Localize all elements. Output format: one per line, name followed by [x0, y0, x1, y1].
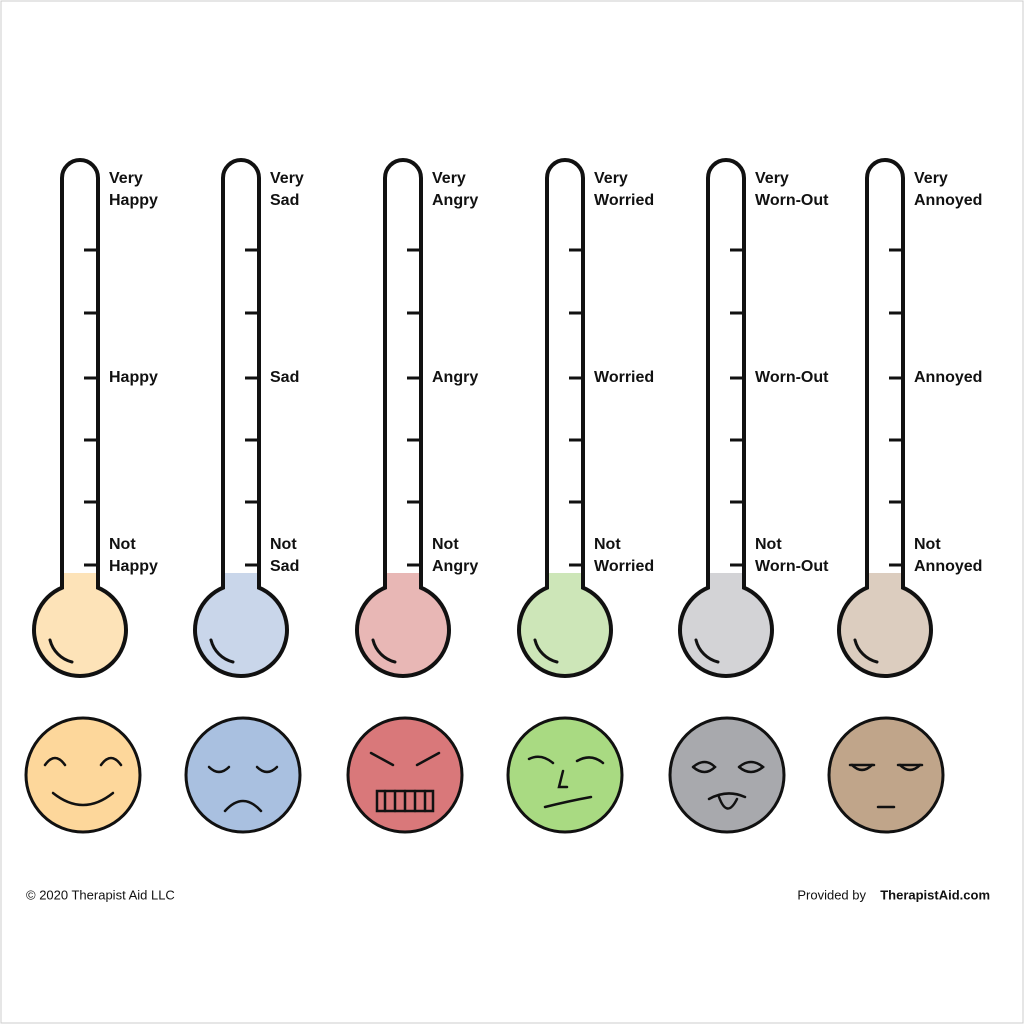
tube-fill: [225, 573, 257, 613]
tube-inside: [710, 170, 742, 610]
bulb-highlight: [853, 638, 879, 664]
face-feature: [207, 765, 231, 774]
tube-outline: [865, 158, 905, 589]
tube-outline: [545, 158, 585, 589]
label-top: Angry: [432, 192, 478, 209]
face-feature: [223, 799, 263, 813]
label-middle: Worn-Out: [755, 369, 829, 386]
face-feature: [415, 751, 441, 767]
label-bottom: Worried: [594, 558, 654, 575]
label-middle: Worried: [594, 369, 654, 386]
bulb-highlight: [371, 638, 397, 664]
label-top: Annoyed: [914, 192, 982, 209]
label-bottom: Angry: [432, 558, 478, 575]
label-bottom: Not: [270, 536, 297, 553]
bulb-highlight: [533, 638, 559, 664]
bulb-highlight: [48, 638, 74, 664]
tube-fill: [869, 573, 901, 613]
label-top: Very: [594, 170, 628, 187]
tube-inside: [225, 170, 257, 610]
provided-by: Provided by: [797, 887, 866, 902]
label-bottom: Not: [109, 536, 136, 553]
tube-outline: [60, 158, 100, 589]
face-feature: [369, 751, 395, 767]
label-bottom: Worn-Out: [755, 558, 829, 575]
label-top: Very: [270, 170, 304, 187]
face-feature: [51, 791, 115, 807]
tube-fill: [64, 573, 96, 613]
bulb-highlight: [209, 638, 235, 664]
face: [24, 716, 142, 834]
label-top: Worn-Out: [755, 192, 829, 209]
tube-fill: [387, 573, 419, 613]
face-feature: [99, 756, 123, 767]
label-bottom: Not: [755, 536, 782, 553]
label-top: Sad: [270, 192, 299, 209]
bulb-highlight: [694, 638, 720, 664]
face: [184, 716, 302, 834]
label-top: Happy: [109, 192, 158, 209]
face: [827, 716, 945, 834]
tube-inside: [387, 170, 419, 610]
face: [346, 716, 464, 834]
tube-inside: [64, 170, 96, 610]
label-bottom: Not: [914, 536, 941, 553]
label-top: Very: [109, 170, 143, 187]
face: [506, 716, 624, 834]
thermometers: Very Happy Happy Not Happy Very Sad Sad Not Sad Ve…: [24, 158, 982, 834]
face-feature: [43, 756, 67, 767]
label-bottom: Sad: [270, 558, 299, 575]
label-bottom: Not: [594, 536, 621, 553]
face-feature: [383, 789, 427, 813]
label-bottom: Annoyed: [914, 558, 982, 575]
label-top: Very: [755, 170, 789, 187]
label-top: Worried: [594, 192, 654, 209]
label-middle: Annoyed: [914, 369, 982, 386]
label-bottom: Happy: [109, 558, 158, 575]
face-feature: [850, 763, 874, 772]
label-top: Very: [914, 170, 948, 187]
face-feature: [255, 765, 279, 774]
face-feature: [527, 755, 555, 765]
label-top: Very: [432, 170, 466, 187]
site-name: TherapistAid.com: [880, 887, 990, 902]
tube-fill: [549, 573, 581, 613]
tube-inside: [869, 170, 901, 610]
label-middle: Happy: [109, 369, 158, 386]
face-feature: [898, 763, 922, 772]
face: [668, 716, 786, 834]
face-feature: [717, 795, 739, 810]
tube-inside: [549, 170, 581, 610]
face-feature: [707, 792, 747, 801]
face-feature: [557, 769, 569, 789]
label-bottom: Not: [432, 536, 459, 553]
label-middle: Angry: [432, 369, 478, 386]
copyright: © 2020 Therapist Aid LLC: [26, 887, 175, 902]
tube-fill: [710, 573, 742, 613]
face-feature: [575, 756, 605, 765]
face-feature: [691, 760, 717, 774]
label-middle: Sad: [270, 369, 299, 386]
tube-outline: [383, 158, 423, 589]
face-feature: [543, 795, 593, 809]
face-feature: [737, 760, 765, 774]
tube-outline: [706, 158, 746, 589]
tube-outline: [221, 158, 261, 589]
